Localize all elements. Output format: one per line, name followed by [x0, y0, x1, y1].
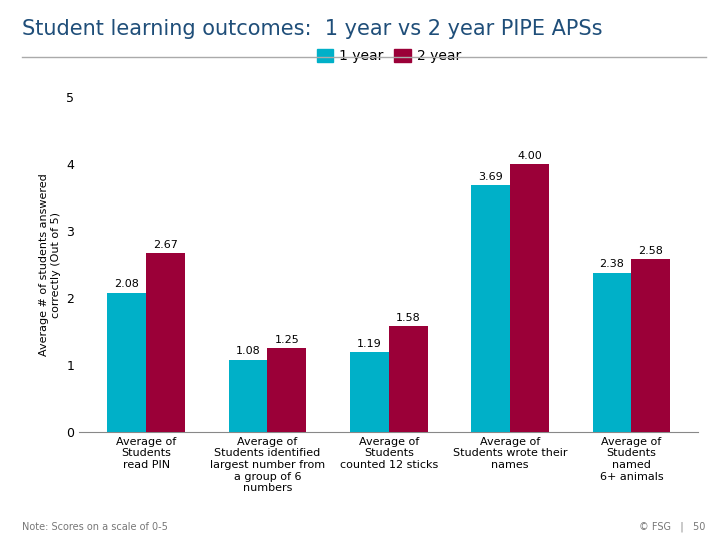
Text: Student learning outcomes:  1 year vs 2 year PIPE APSs: Student learning outcomes: 1 year vs 2 y…	[22, 19, 602, 39]
Bar	[389, 326, 428, 432]
Text: 1.19: 1.19	[357, 339, 382, 349]
Y-axis label: Average # of students answered
correctly (Out of 5): Average # of students answered correctly…	[39, 173, 60, 356]
Bar	[146, 253, 185, 432]
Legend: 1 year, 2 year: 1 year, 2 year	[311, 44, 467, 69]
Bar	[350, 352, 389, 432]
Text: 1.25: 1.25	[274, 335, 300, 345]
Text: 2.38: 2.38	[600, 259, 624, 269]
Text: 1.08: 1.08	[235, 346, 261, 356]
Bar	[472, 185, 510, 432]
Bar	[510, 164, 549, 432]
Text: Note: Scores on a scale of 0-5: Note: Scores on a scale of 0-5	[22, 522, 168, 532]
Text: 2.08: 2.08	[114, 279, 139, 289]
Text: 4.00: 4.00	[517, 151, 542, 161]
Text: © FSG   |   50: © FSG | 50	[639, 522, 706, 532]
Text: 2.67: 2.67	[153, 240, 178, 250]
Bar	[631, 259, 670, 432]
Bar	[593, 273, 631, 432]
Text: 3.69: 3.69	[478, 172, 503, 181]
Bar	[107, 293, 146, 432]
Text: 2.58: 2.58	[639, 246, 663, 256]
Bar	[229, 360, 268, 432]
Bar	[268, 348, 306, 432]
Text: 1.58: 1.58	[396, 313, 420, 323]
